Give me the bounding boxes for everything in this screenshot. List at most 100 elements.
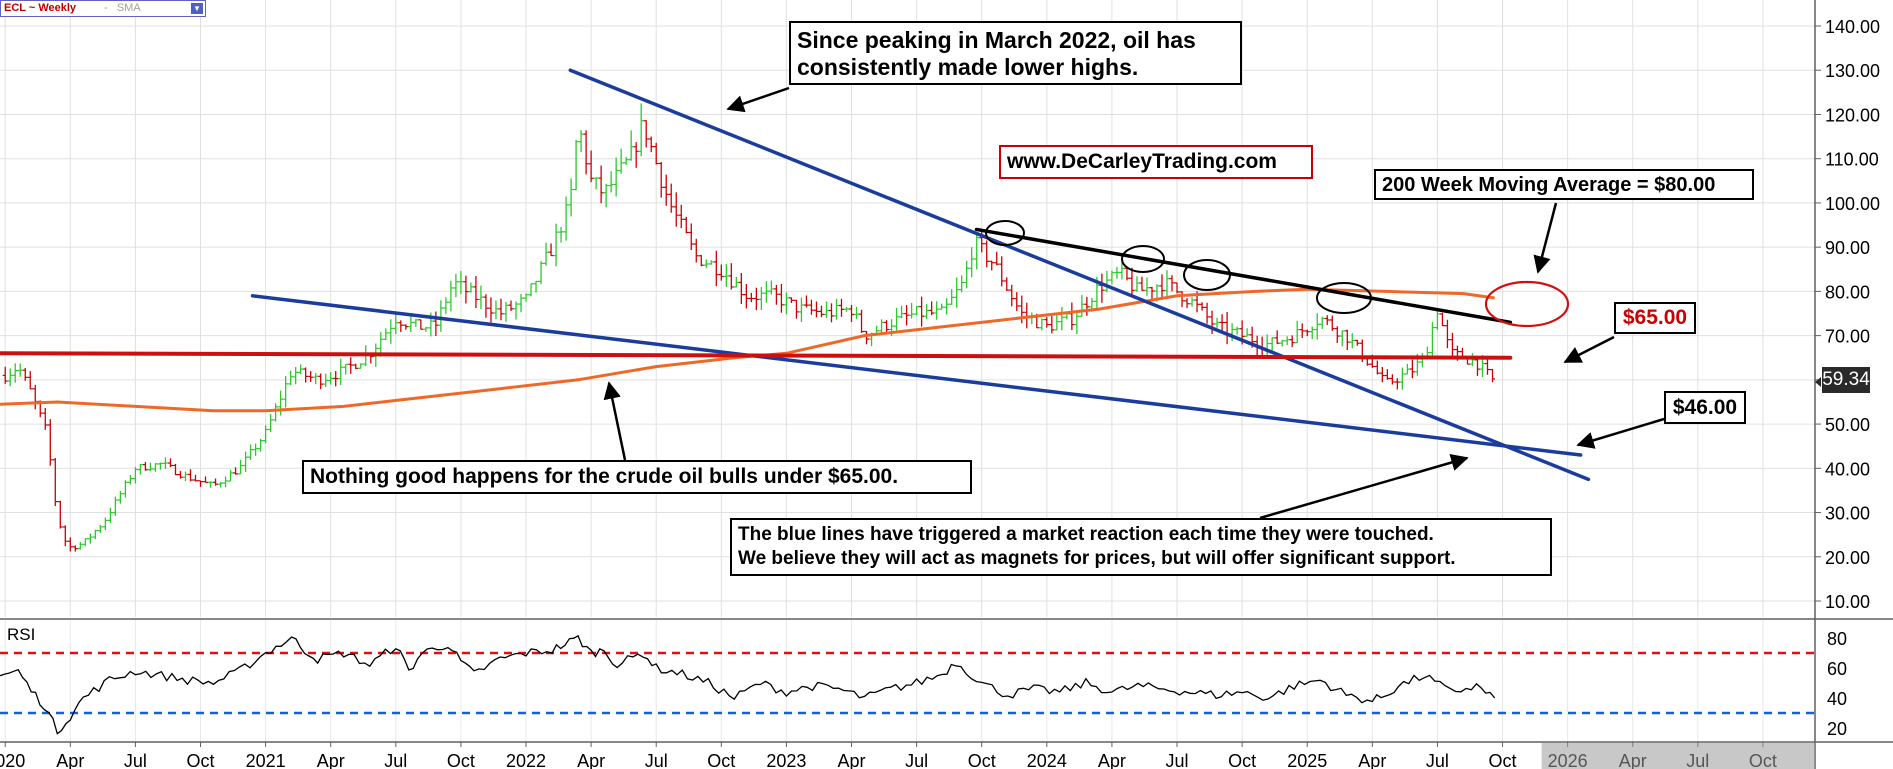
x-tick-label: Oct bbox=[707, 751, 735, 769]
y-tick-label: 80.00 bbox=[1825, 282, 1870, 302]
symbol-selector[interactable]: ECL ~ Weekly - SMA ▼ bbox=[0, 0, 206, 17]
x-tick-label: Apr bbox=[1358, 751, 1386, 769]
ohlc-bar bbox=[964, 260, 970, 289]
ohlc-bar bbox=[959, 275, 965, 293]
x-tick-label: Jul bbox=[384, 751, 407, 769]
ohlc-bar bbox=[323, 373, 329, 387]
ohlc-bar bbox=[1159, 274, 1165, 300]
ohlc-bar bbox=[152, 462, 158, 472]
ohlc-bar bbox=[97, 524, 103, 533]
x-tick-label: 2020 bbox=[0, 751, 25, 769]
ohlc-bar bbox=[1004, 277, 1010, 291]
high-circle bbox=[1121, 245, 1165, 273]
ohlc-bar bbox=[1339, 330, 1345, 347]
ohlc-bar bbox=[1284, 336, 1290, 346]
ohlc-bar bbox=[844, 307, 850, 312]
ohlc-bar bbox=[213, 478, 219, 486]
ohlc-bar bbox=[147, 462, 153, 472]
ohlc-bar bbox=[67, 537, 73, 552]
ohlc-bar bbox=[828, 303, 834, 323]
lower-highs-trendline bbox=[974, 227, 1513, 325]
ohlc-bar bbox=[1354, 339, 1360, 346]
ohlc-bar bbox=[969, 247, 975, 278]
x-tick-label: 2023 bbox=[766, 751, 806, 769]
ohlc-bar bbox=[783, 292, 789, 315]
ohlc-bar bbox=[132, 467, 138, 484]
ohlc-bar bbox=[909, 302, 915, 319]
annotation-under-65: Nothing good happens for the crude oil b… bbox=[302, 460, 972, 494]
ohlc-bar bbox=[1314, 313, 1320, 340]
ohlc-bar bbox=[187, 469, 193, 482]
ohlc-bar bbox=[678, 204, 684, 229]
ma200-circle bbox=[1484, 280, 1570, 328]
ohlc-bar bbox=[1244, 328, 1250, 337]
ohlc-bar bbox=[203, 476, 209, 483]
x-tick-label: Jul bbox=[645, 751, 668, 769]
arrow-to-level-65-under bbox=[603, 381, 627, 461]
ohlc-bar bbox=[263, 425, 269, 444]
annotation-level-46: $46.00 bbox=[1664, 391, 1746, 424]
ohlc-bar bbox=[72, 545, 78, 552]
ohlc-bar bbox=[328, 372, 334, 385]
ohlc-bar bbox=[117, 491, 123, 504]
y-tick-label: 140.00 bbox=[1825, 17, 1880, 37]
ohlc-bar bbox=[1334, 326, 1340, 343]
ohlc-bar bbox=[768, 280, 774, 295]
price-pointer bbox=[1815, 377, 1821, 387]
x-tick-label: Apr bbox=[838, 751, 866, 769]
ohlc-bars bbox=[2, 103, 1496, 552]
ohlc-bar bbox=[658, 161, 664, 198]
ohlc-bar bbox=[1490, 368, 1496, 383]
ohlc-bar bbox=[954, 277, 960, 308]
ohlc-bar bbox=[167, 458, 173, 468]
ohlc-bar bbox=[1009, 284, 1015, 307]
ohlc-bar bbox=[1199, 302, 1205, 311]
ohlc-bar bbox=[248, 444, 254, 460]
ohlc-bar bbox=[298, 364, 304, 375]
ohlc-bar bbox=[343, 363, 349, 375]
ohlc-bar bbox=[1209, 310, 1215, 334]
ohlc-bar bbox=[1394, 378, 1400, 390]
ohlc-bar bbox=[934, 301, 940, 320]
ohlc-bar bbox=[473, 276, 479, 309]
ohlc-bar bbox=[924, 304, 930, 319]
ohlc-bar bbox=[753, 287, 759, 311]
ohlc-bar bbox=[1189, 297, 1195, 307]
study-lines bbox=[0, 68, 1591, 482]
ohlc-bar bbox=[122, 480, 128, 498]
ohlc-bar bbox=[443, 297, 449, 314]
ohlc-bar bbox=[1324, 315, 1330, 325]
y-tick-label: 10.00 bbox=[1825, 592, 1870, 612]
ohlc-bar bbox=[1129, 267, 1135, 295]
ohlc-bar bbox=[833, 298, 839, 320]
ohlc-bar bbox=[1069, 302, 1075, 331]
x-tick-label: Jul bbox=[124, 751, 147, 769]
ohlc-bar bbox=[508, 300, 514, 312]
ohlc-bar bbox=[708, 260, 714, 265]
ohlc-bar bbox=[553, 223, 559, 267]
ohlc-bar bbox=[403, 324, 409, 330]
ohlc-bar bbox=[563, 196, 569, 241]
ohlc-bar bbox=[1119, 262, 1125, 280]
annotation-level-65: $65.00 bbox=[1614, 302, 1696, 334]
chevron-down-icon[interactable]: ▼ bbox=[191, 3, 203, 14]
ohlc-bar bbox=[588, 150, 594, 183]
ohlc-bar bbox=[818, 305, 824, 318]
ohlc-bar bbox=[613, 157, 619, 197]
y-tick-label: 40.00 bbox=[1825, 459, 1870, 479]
ohlc-bar bbox=[914, 306, 920, 316]
ohlc-bar bbox=[7, 368, 13, 387]
ohlc-bar bbox=[82, 538, 88, 547]
ohlc-bar bbox=[663, 174, 669, 206]
ohlc-bar bbox=[418, 319, 424, 330]
ohlc-bar bbox=[42, 407, 48, 430]
ohlc-bar bbox=[383, 328, 389, 341]
ohlc-bar bbox=[1269, 337, 1275, 352]
ohlc-bar bbox=[468, 282, 474, 293]
x-tick-label: Oct bbox=[447, 751, 475, 769]
ohlc-bar bbox=[388, 319, 394, 344]
ohlc-bar bbox=[1164, 270, 1170, 300]
ohlc-bar bbox=[598, 165, 604, 204]
ohlc-bar bbox=[683, 216, 689, 234]
